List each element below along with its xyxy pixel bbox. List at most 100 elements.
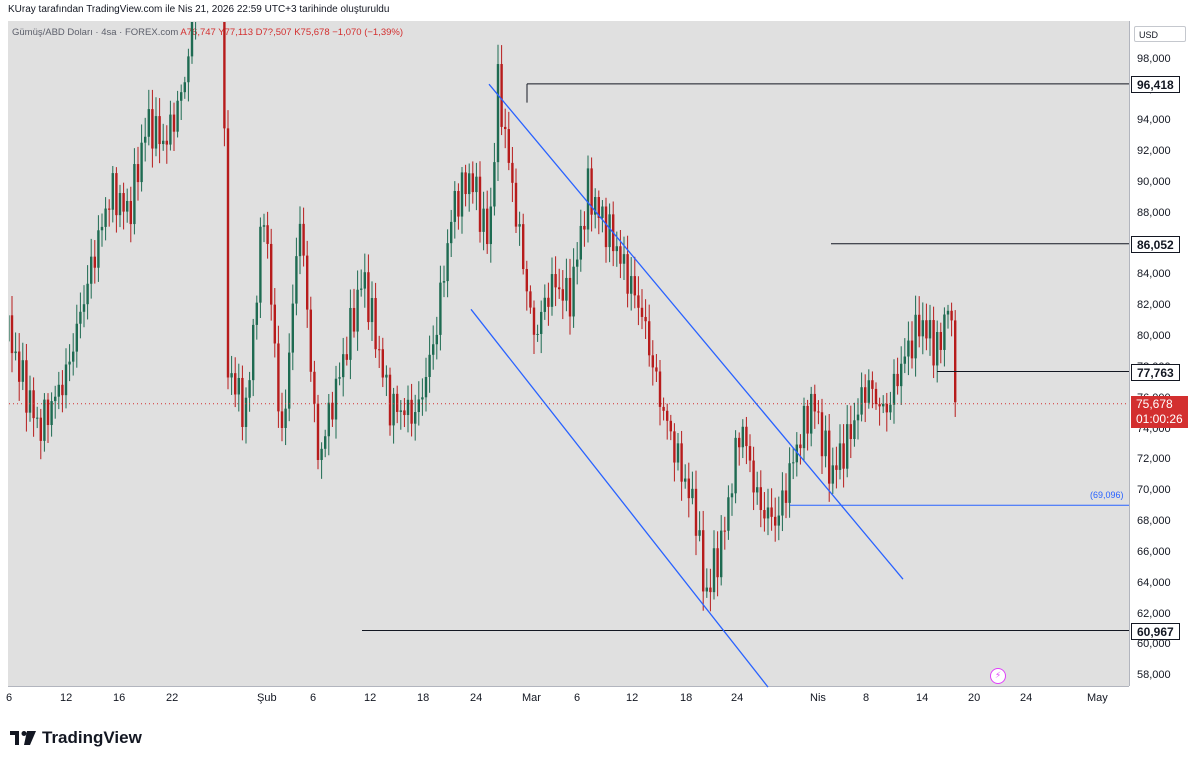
price-tick-label: 80,000 [1137,330,1171,343]
candle-body [576,259,579,267]
candle-body [82,304,86,312]
candle-body [900,363,903,387]
candle-body [856,414,860,421]
candle-body [183,82,186,93]
candle-body [133,164,136,225]
candle-body [604,206,608,248]
candle-body [698,530,701,536]
candle-body [889,404,892,413]
candle-body [716,548,719,578]
time-tick-label: 20 [968,692,981,704]
tradingview-logo[interactable]: TradingView [10,728,142,748]
candle-body [810,393,813,434]
candle-body [640,307,644,317]
candle-body [806,405,809,434]
candle-body [457,190,460,217]
candle-body [831,465,834,484]
candle-body [608,214,611,248]
candles-group [9,22,957,612]
candle-body [835,465,838,470]
candle-body [122,193,125,212]
candle-body [68,361,71,365]
candle-body [234,373,237,395]
candle-body [651,355,654,368]
candle-body [590,168,593,215]
candle-body [885,403,888,413]
candle-body [446,243,449,282]
candle-body [435,334,438,345]
candle-body [313,371,316,404]
candle-body [327,402,330,437]
candle-body [705,587,708,592]
price-tick-label: 84,000 [1137,268,1171,281]
channel-upper-line [488,83,904,580]
candle-body [316,403,320,460]
candle-body [500,64,503,127]
candle-body [561,289,564,301]
time-scale[interactable] [8,686,1129,715]
candle-body [680,443,683,482]
lightning-icon[interactable]: ⚡ [990,668,1006,684]
candle-body [190,22,194,57]
chart-plot-area[interactable] [8,21,1129,686]
bar-countdown: 01:00:26 [1136,411,1183,426]
candle-body [363,272,366,289]
candle-body [547,297,550,307]
candle-body [619,246,622,264]
candle-body [46,399,50,426]
candle-body [896,373,899,387]
candle-body [9,315,10,342]
candle-body [788,463,791,503]
time-tick-label: 14 [916,692,929,704]
candle-body [712,548,716,593]
candle-body [684,478,687,482]
candle-body [90,256,93,284]
candle-body [338,377,341,379]
time-tick-label: 6 [310,692,317,704]
candle-body [709,587,712,593]
candle-body [381,349,384,378]
candle-body [849,424,852,440]
currency-selector[interactable]: USD [1134,26,1186,42]
candle-body [669,420,672,432]
level-price-badge: 86,052 [1131,235,1180,253]
candle-body [36,417,39,419]
candle-body [334,378,338,420]
candle-body [176,100,179,132]
candle-body [903,356,906,364]
price-tick-label: 66,000 [1137,545,1171,558]
price-scale[interactable] [1129,21,1200,686]
candle-body [594,197,597,215]
candle-body [777,515,780,526]
candle-body [374,298,377,350]
candle-body [601,206,604,218]
candle-body [784,490,788,503]
candle-body [342,354,345,378]
candle-body [741,426,744,448]
candle-body [144,136,147,143]
time-tick-label: May [1087,692,1108,704]
candle-body [158,116,161,145]
candle-body [478,176,482,232]
candle-body [928,320,932,339]
candle-body [237,377,240,395]
candle-body [75,323,78,352]
candle-body [914,314,917,359]
candle-body [140,142,143,183]
candle-body [244,397,248,427]
last-price-badge: 75,678 01:00:26 [1131,395,1188,428]
candle-body [766,507,770,519]
candle-body [950,310,953,321]
ohlc-low: D7?,507 [255,27,292,38]
candle-body [795,444,798,463]
candle-body [417,399,420,413]
candle-body [583,225,586,230]
last-price-value: 75,678 [1136,396,1173,411]
candle-body [424,376,428,398]
candle-body [79,311,82,324]
candle-body [345,354,348,360]
time-tick-label: 22 [166,692,179,704]
time-tick-label: 16 [113,692,126,704]
candle-body [306,255,309,310]
candle-body [489,206,492,245]
